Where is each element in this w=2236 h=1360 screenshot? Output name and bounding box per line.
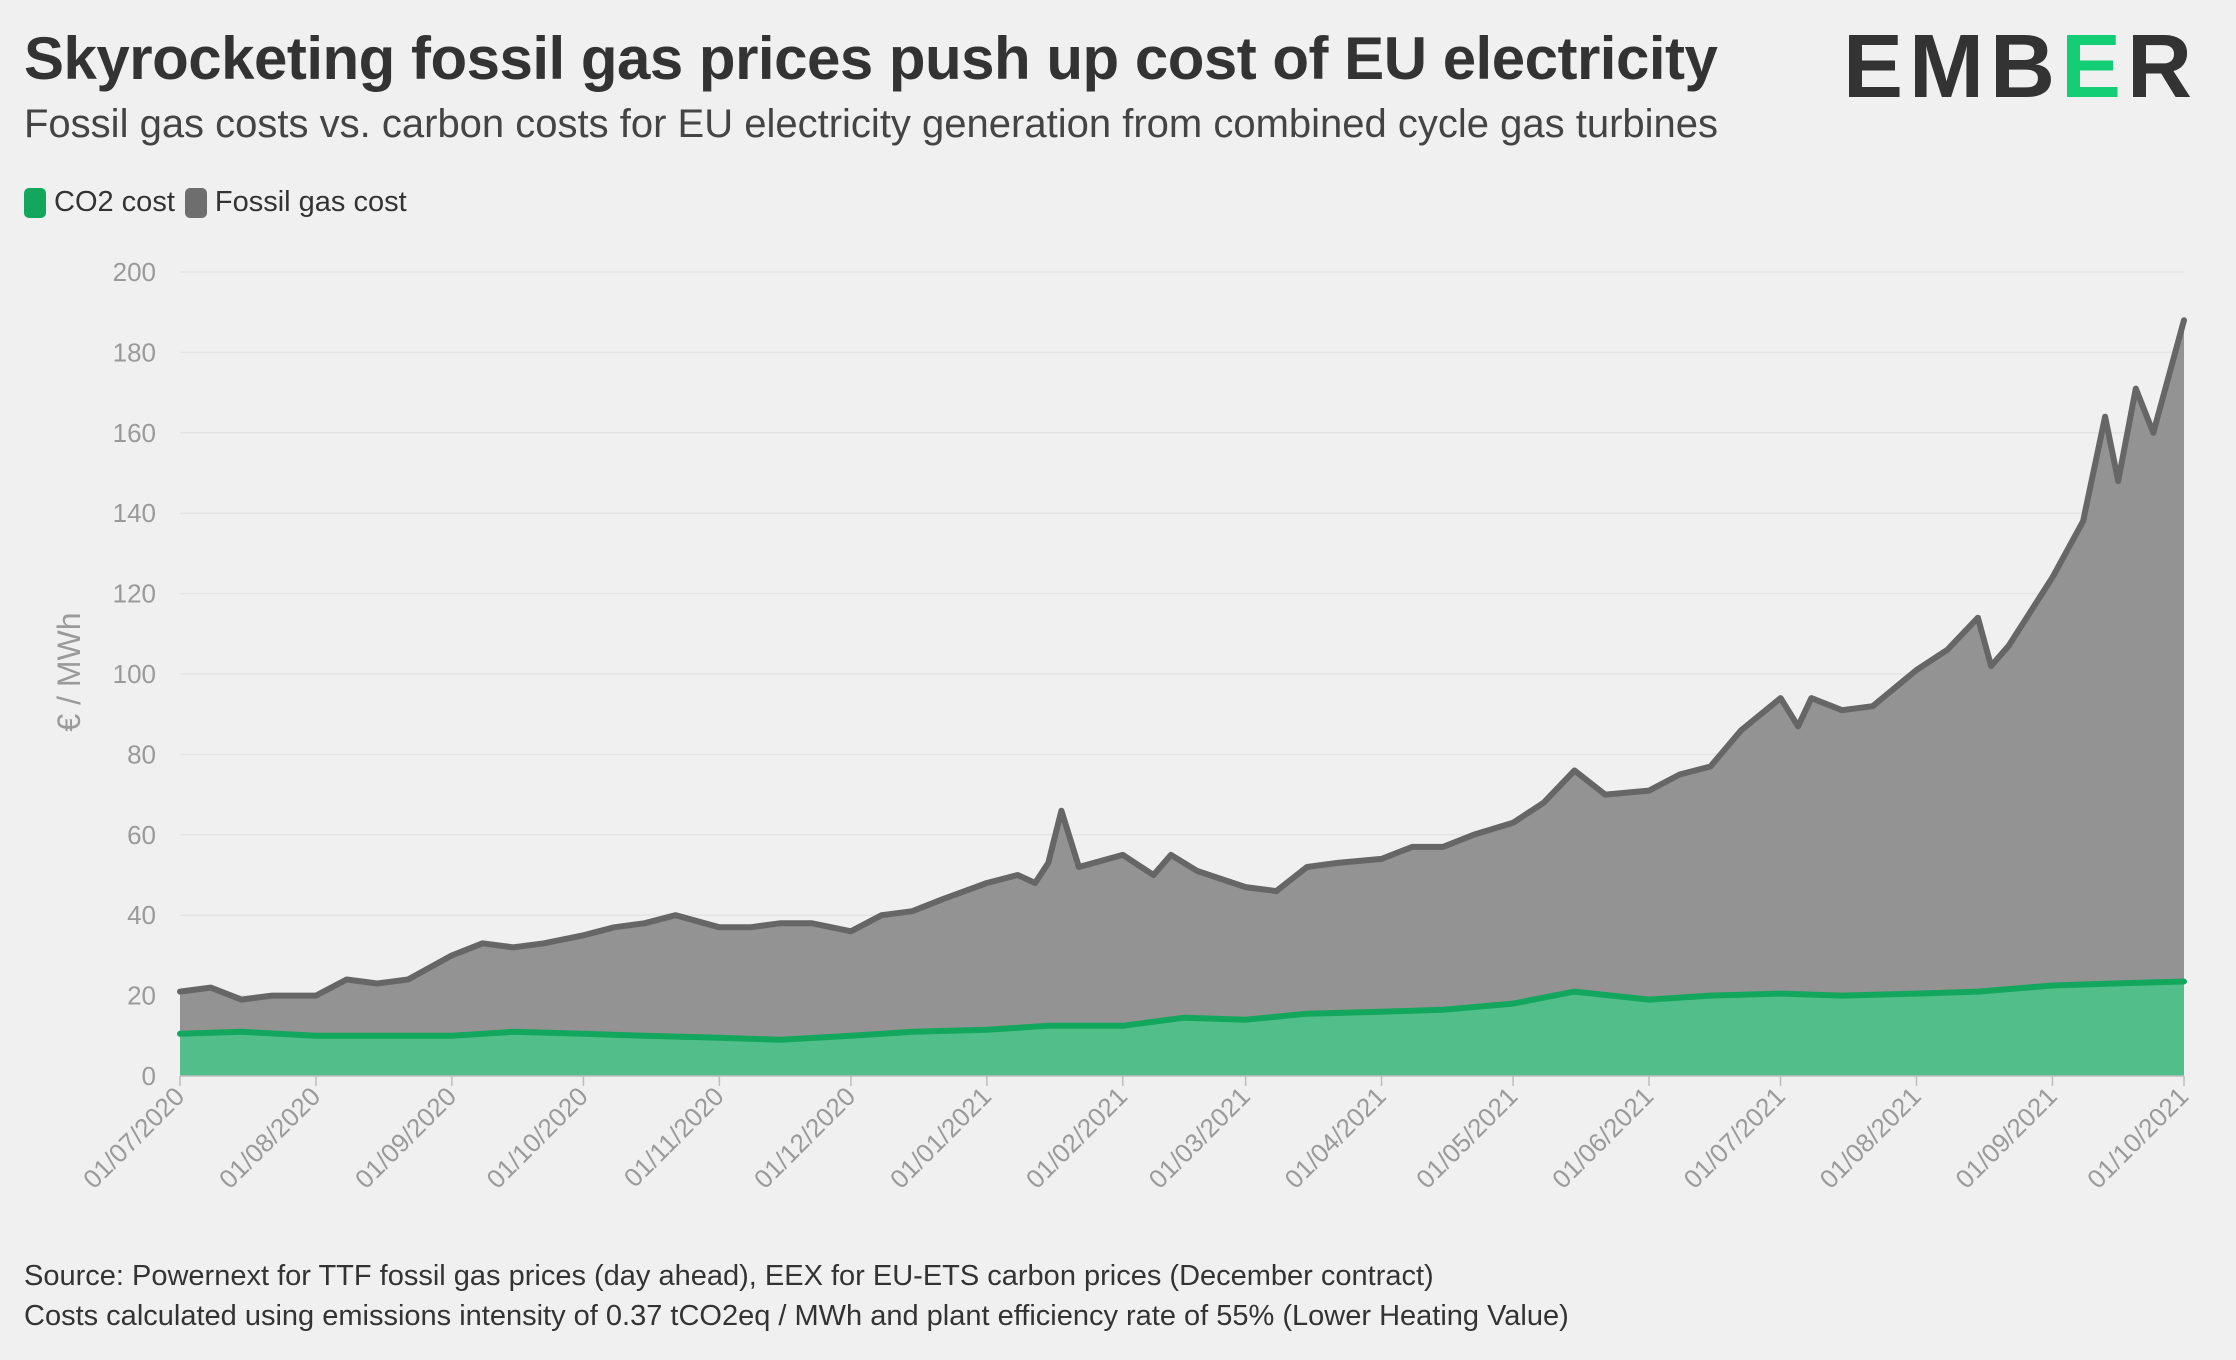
x-tick-label: 01/08/2021 xyxy=(1814,1081,1927,1194)
x-tick-label: 01/03/2021 xyxy=(1143,1081,1256,1194)
logo-text-main: EMB xyxy=(1842,17,2061,117)
legend-swatch-gas xyxy=(184,187,207,218)
y-tick-label: 120 xyxy=(113,579,156,609)
source-note: Source: Powernext for TTF fossil gas pri… xyxy=(24,1260,1434,1292)
y-tick-label: 200 xyxy=(113,257,156,287)
x-tick-label: 01/01/2021 xyxy=(884,1081,997,1194)
y-tick-label: 80 xyxy=(127,739,156,769)
fossil-gas-line xyxy=(177,317,2187,1003)
co2-line xyxy=(177,978,2187,1043)
x-tick-label: 01/09/2020 xyxy=(349,1081,462,1194)
logo-text-accent: E xyxy=(2060,17,2127,117)
y-tick-label: 60 xyxy=(127,820,156,850)
chart-title: Skyrocketing fossil gas prices push up c… xyxy=(24,25,1718,92)
legend-swatch-co2 xyxy=(24,187,46,218)
x-tick-label: 01/12/2020 xyxy=(748,1081,861,1194)
legend-label-co2: CO2 cost xyxy=(54,186,175,218)
fossil-gas-area xyxy=(180,320,2184,1076)
x-tick-label: 01/05/2021 xyxy=(1410,1081,1523,1194)
x-tick-label: 01/07/2021 xyxy=(1678,1081,1791,1194)
y-tick-label: 100 xyxy=(113,659,156,689)
y-tick-label: 40 xyxy=(127,900,156,930)
legend-item-gas[interactable]: Fossil gas cost xyxy=(184,186,407,219)
y-tick-label: 160 xyxy=(113,418,156,448)
y-axis-label: € / MWh xyxy=(51,612,87,731)
x-tick-label: 01/10/2021 xyxy=(2081,1081,2194,1194)
logo-text-end: R xyxy=(2127,17,2198,117)
x-tick-label: 01/09/2021 xyxy=(1949,1081,2062,1194)
chart-subtitle: Fossil gas costs vs. carbon costs for EU… xyxy=(24,102,1719,146)
y-tick-label: 180 xyxy=(113,337,156,367)
legend-label-gas: Fossil gas cost xyxy=(214,186,407,218)
ember-logo[interactable]: EMBER xyxy=(1843,22,2198,112)
x-tick-label: 01/08/2020 xyxy=(213,1081,326,1194)
x-tick-label: 01/10/2020 xyxy=(480,1081,593,1194)
methodology-note: Costs calculated using emissions intensi… xyxy=(24,1300,1569,1332)
x-tick-label: 01/07/2020 xyxy=(77,1081,190,1194)
legend: CO2 cost Fossil gas cost xyxy=(24,186,407,219)
footer: Source: Powernext for TTF fossil gas pri… xyxy=(24,1256,1569,1336)
x-tick-label: 01/04/2021 xyxy=(1279,1081,1392,1194)
y-tick-label: 140 xyxy=(113,498,156,528)
area-layer xyxy=(177,317,2187,1076)
legend-item-co2[interactable]: CO2 cost xyxy=(24,186,175,219)
y-axis: 0 20 40 60 80 100 120 140 160 180 200 xyxy=(113,257,156,1091)
y-tick-label: 20 xyxy=(127,981,156,1011)
co2-area xyxy=(180,981,2184,1076)
x-tick-label: 01/02/2021 xyxy=(1020,1081,1133,1194)
x-tick-label: 01/11/2020 xyxy=(618,1081,730,1193)
gridlines xyxy=(180,271,2184,997)
x-tick-label: 01/06/2021 xyxy=(1546,1081,1659,1194)
x-axis: 01/07/2020 01/08/2020 01/09/2020 01/10/2020… xyxy=(77,1075,2194,1194)
y-tick-label: 0 xyxy=(142,1061,156,1091)
